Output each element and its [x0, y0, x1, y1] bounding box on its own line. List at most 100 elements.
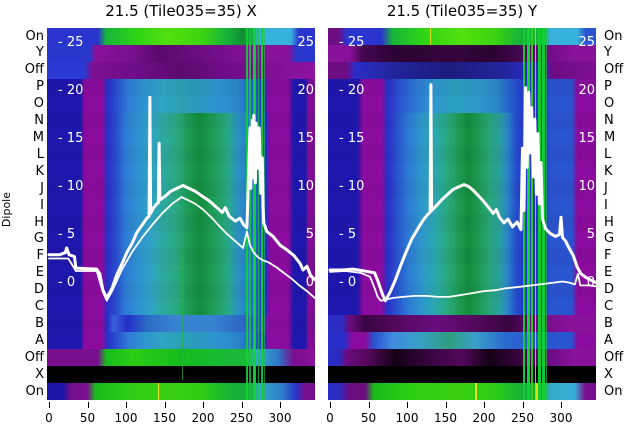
green-stripe	[526, 28, 530, 400]
overlay-curves	[328, 83, 596, 303]
heatmap-row-m	[47, 129, 315, 147]
x-axis-tick-label: 0	[45, 411, 53, 425]
dipole-label-left: G	[33, 231, 44, 247]
heatmap-row-p	[47, 78, 315, 96]
x-axis-tick	[561, 402, 562, 408]
dipole-label-left: I	[40, 197, 44, 213]
x-axis-tick-label: 50	[360, 411, 377, 425]
x-axis-tick-label: 300	[549, 411, 573, 425]
x-axis-tick	[87, 402, 89, 408]
x-axis-tick-label: 150	[434, 411, 457, 425]
dipole-label-left: H	[34, 214, 44, 230]
dipole-label-right: P	[604, 79, 612, 95]
dipole-label-right: Y	[604, 45, 612, 61]
dipole-label-left: J	[40, 180, 44, 196]
dipole-label-left: L	[36, 146, 44, 162]
dipole-label-right: C	[604, 299, 614, 314]
x-axis-tick	[445, 402, 447, 408]
dipole-label-left: Off	[24, 349, 44, 365]
dipole-label-left: A	[35, 332, 44, 348]
inner-ytick-right: 25	[578, 34, 595, 50]
dipole-label-right: K	[604, 163, 613, 179]
inner-ytick-left: - 20	[339, 82, 365, 98]
dipole-label-right: On	[604, 28, 623, 44]
inner-ytick-right: 0	[305, 274, 314, 290]
heatmap-panel-y: - 25 25 - 20 20 - 15 15 - 10 10 - 5 5 - 0 0	[328, 28, 596, 400]
inner-ytick-right: 10	[578, 178, 595, 194]
dipole-label-right: D	[604, 282, 615, 298]
dipole-label-left: On	[25, 383, 44, 399]
green-stripe	[249, 28, 251, 400]
yellow-line	[157, 383, 159, 400]
gain-curve-primary	[328, 83, 596, 303]
dipole-label-right: O	[604, 96, 615, 112]
dipole-label-left: N	[34, 113, 44, 128]
heatmap-row-x	[47, 366, 315, 384]
x-axis-tick-label: 100	[395, 411, 419, 425]
dipole-label-right: M	[604, 129, 616, 145]
x-axis-tick-label: 250	[230, 411, 253, 425]
green-stripe	[523, 28, 525, 400]
dipole-label-left: O	[33, 96, 44, 112]
gain-curve-primary	[47, 95, 315, 300]
dipole-label-left: F	[36, 248, 44, 264]
x-axis-tick	[368, 402, 370, 408]
inner-ytick-left: - 25	[339, 34, 365, 50]
heatmap-row-f	[47, 247, 315, 265]
inner-ytick-left: - 25	[58, 34, 84, 50]
heatmap-row-n	[47, 112, 315, 130]
dipole-label-right: Off	[604, 349, 624, 365]
heatmap-panel-x: - 25 25 - 20 20 - 15 15 - 10 10 - 5 5 - 0 0	[47, 28, 315, 400]
inner-ytick-right: 5	[305, 226, 314, 242]
dipole-label-left: E	[35, 265, 44, 281]
heatmap-row-c	[47, 298, 315, 316]
x-axis-tick-label: 300	[268, 411, 292, 425]
x-axis-tick-label: 150	[153, 411, 176, 425]
green-stripe	[253, 28, 256, 400]
heatmap-row-b	[47, 315, 315, 333]
green-stripe	[545, 28, 547, 400]
overlay-curves	[47, 95, 315, 302]
dipole-label-right: A	[604, 332, 613, 348]
dipole-label-right: On	[604, 383, 623, 399]
dipole-label-right: I	[604, 197, 608, 213]
dipole-label-left: X	[35, 366, 44, 382]
x-axis-tick	[330, 402, 331, 408]
x-axis-tick	[49, 402, 50, 408]
x-axis-tick	[522, 402, 524, 408]
dipole-label-right: G	[604, 231, 615, 247]
inner-ytick-right: 25	[297, 34, 314, 50]
x-axis-tick	[203, 402, 204, 408]
x-axis-tick	[126, 402, 127, 408]
heatmap-row-e	[47, 264, 315, 282]
yellow-line	[475, 383, 477, 400]
green-stripe	[537, 28, 541, 400]
green-stripe	[182, 253, 184, 380]
heatmap-row-on	[47, 28, 315, 45]
inner-ytick-right: 0	[586, 274, 595, 290]
inner-ytick-left: - 20	[58, 82, 84, 98]
inner-ytick-left: - 10	[339, 178, 365, 194]
x-axis-tick-label: 50	[79, 411, 96, 425]
dipole-label-left: B	[35, 315, 44, 331]
heatmap-row-on	[47, 383, 315, 400]
dipole-label-left: C	[34, 299, 44, 314]
dipole-label-right: J	[604, 180, 608, 196]
yellow-line	[536, 383, 538, 400]
inner-ytick-left: - 5	[339, 226, 357, 242]
dipole-label-right: Off	[604, 62, 624, 78]
heatmap-row-a	[47, 332, 315, 350]
dipole-label-left: Y	[36, 45, 44, 61]
inner-ytick-right: 20	[297, 82, 314, 98]
dipole-label-right: L	[604, 146, 612, 162]
inner-ytick-left: - 15	[339, 130, 365, 146]
inner-ytick-right: 20	[578, 82, 595, 98]
inner-ytick-left: - 10	[58, 178, 84, 194]
x-axis-tick	[280, 402, 281, 408]
heatmap-row-off	[47, 61, 315, 79]
green-stripe	[257, 28, 259, 400]
inner-ytick-left: - 0	[58, 274, 76, 290]
yellow-green-line	[535, 28, 537, 400]
dipole-label-right: N	[604, 113, 614, 128]
